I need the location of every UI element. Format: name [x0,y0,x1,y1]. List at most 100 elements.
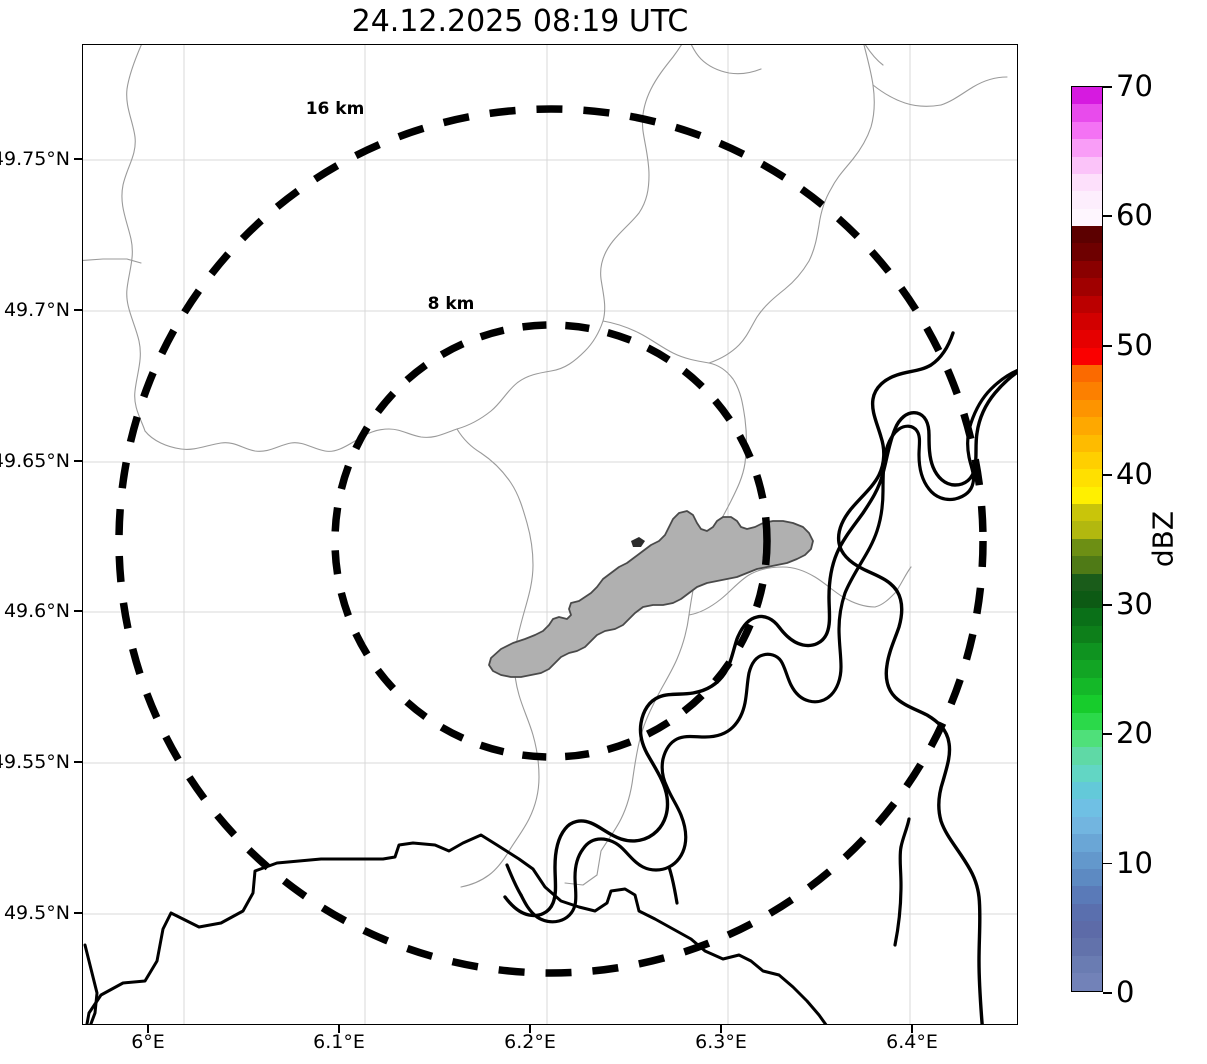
colorbar-band [1072,312,1102,331]
colorbar-tick-label: 40 [1116,457,1153,492]
xtick-label: 6°E [131,1031,165,1053]
ytick-label: 49.75°N [0,148,70,170]
colorbar-band [1072,712,1102,730]
colorbar-band [1072,973,1102,991]
range-ring-label-16km: 16 km [305,99,365,119]
colorbar-tick-group: 70 60 50 40 30 20 10 0 [1071,69,1191,1009]
colorbar-tick-label: 30 [1116,586,1153,621]
colorbar-band [1072,347,1102,365]
colorbar-band [1072,903,1102,921]
colorbar-band [1072,590,1102,609]
xtick-mark [147,1025,149,1033]
colorbar-tick-label: 20 [1116,716,1153,751]
range-ring-label-8km: 8 km [427,294,475,314]
colorbar-band [1072,764,1102,782]
colorbar-band [1072,156,1102,174]
colorbar-tick-label: 0 [1116,975,1135,1009]
colorbar-band [1072,191,1102,209]
range-ring-16km [115,105,987,977]
colorbar-band [1072,469,1102,487]
moselle-border [836,331,984,1024]
ytick-label: 49.5°N [3,902,70,924]
colorbar-tick-label: 60 [1116,198,1153,233]
colorbar-tick-label: 10 [1116,845,1153,880]
radar-map-plot[interactable]: 16 km 8 km [82,44,1018,1025]
xtick-mark [911,1025,913,1033]
colorbar-band [1072,886,1102,904]
colorbar-band [1072,747,1102,765]
ytick-mark [74,309,82,311]
colorbar-band [1072,938,1102,956]
reflectivity-colorbar[interactable] [1071,86,1103,992]
xtick-mark [529,1025,531,1033]
xtick-label: 6.2°E [504,1031,556,1053]
southwest-border [83,943,99,1024]
xtick-label: 6.3°E [695,1031,747,1053]
colorbar-band [1072,104,1102,122]
colorbar-tick-label: 50 [1116,327,1153,362]
colorbar-band [1072,278,1102,296]
xtick-mark [720,1025,722,1033]
colorbar-tick-label: 70 [1116,69,1153,103]
colorbar-band [1072,295,1102,313]
ytick-label: 49.65°N [0,450,70,472]
colorbar-band [1072,955,1102,974]
colorbar-band [1072,226,1102,244]
colorbar-band [1072,816,1102,835]
colorbar-tick-mark [1103,474,1112,477]
colorbar-tick-mark [1103,215,1112,218]
colorbar-band [1072,243,1102,261]
colorbar-tick-mark [1103,992,1112,994]
colorbar-band [1072,486,1102,504]
colorbar-band [1072,695,1102,713]
colorbar-band [1072,87,1102,105]
latitude-axis: 49.75°N 49.7°N 49.65°N 49.6°N 49.55°N 49… [0,0,82,1064]
colorbar-band [1072,139,1102,157]
ytick-mark [74,761,82,763]
colorbar-tick-mark [1103,733,1112,735]
ytick-label: 49.55°N [0,751,70,773]
map-svg [83,45,1017,1024]
colorbar-tick-mark [1103,86,1112,88]
ytick-mark [74,158,82,160]
colorbar-band [1072,434,1102,452]
range-rings [115,105,987,977]
radar-site-marker [631,537,645,547]
xtick-mark [338,1025,340,1033]
colorbar-band [1072,521,1102,539]
colorbar-band [1072,399,1102,418]
range-ring-8km [331,321,771,761]
colorbar-band [1072,729,1102,748]
eastern-national-border [503,370,1017,918]
colorbar-band [1072,504,1102,522]
xtick-label: 6.4°E [886,1031,938,1053]
colorbar-band [1072,660,1102,678]
colorbar-band [1072,208,1102,226]
southern-national-border [85,833,828,1024]
colorbar-band [1072,417,1102,435]
colorbar-band [1072,921,1102,939]
colorbar-band [1072,782,1102,800]
ytick-mark [74,912,82,914]
ytick-label: 49.7°N [3,299,70,321]
colorbar-band [1072,330,1102,348]
colorbar-band [1072,608,1102,626]
colorbar-band [1072,643,1102,661]
page-title: 24.12.2025 08:19 UTC [351,4,689,39]
xtick-label: 6.1°E [313,1031,365,1053]
colorbar-band [1072,365,1102,383]
colorbar-band [1072,851,1102,869]
ytick-mark [74,610,82,612]
colorbar-band [1072,173,1102,192]
colorbar-title: dBZ [1146,510,1180,568]
colorbar-band [1072,573,1102,591]
colorbar-band [1072,260,1102,279]
colorbar-band [1072,382,1102,400]
colorbar-band [1072,538,1102,557]
colorbar-band [1072,121,1102,140]
colorbar-band [1072,556,1102,574]
national-border [505,368,1017,947]
ytick-label: 49.6°N [3,600,70,622]
colorbar-band [1072,834,1102,852]
urban-area-polygon [488,510,814,678]
